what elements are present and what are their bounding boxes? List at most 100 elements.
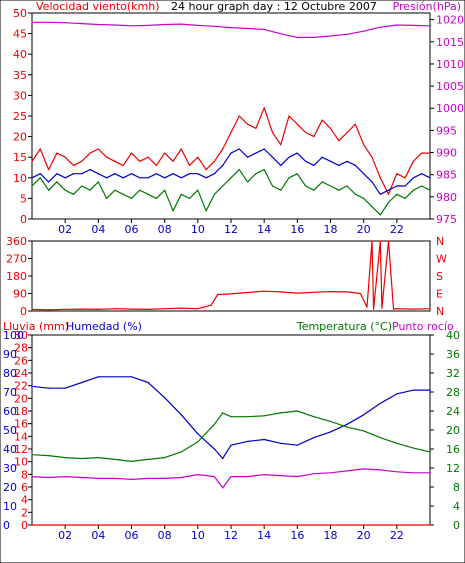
humidity-tick-label: 90 <box>3 348 17 361</box>
wind-direction-line-point <box>296 292 298 294</box>
wind_avg-line-point <box>396 185 398 187</box>
wind_avg-line-point <box>404 185 406 187</box>
humidity-line-point <box>81 381 83 384</box>
humidity-line-point <box>346 423 348 425</box>
gust-line-point <box>213 160 215 162</box>
wind-direction-line <box>31 240 431 311</box>
rain-axis-label: Lluvia (mm) <box>3 320 69 333</box>
humidity-line-point <box>222 457 224 460</box>
gust-line-point <box>363 144 365 146</box>
rain-tick-label: 4 <box>21 494 28 507</box>
gust-line-point <box>421 152 423 154</box>
pressure-tick-label: 995 <box>436 124 457 137</box>
temperature-line-point <box>164 457 166 459</box>
wind_avg-line-point <box>230 152 232 154</box>
pressure-tick-labels: 975 980 985 990 995 1000 1005 1010 1015 1020 <box>430 14 464 226</box>
dewpoint-line-point <box>222 487 224 489</box>
gust-line-point <box>222 148 224 150</box>
pressure-line-point <box>130 25 133 27</box>
wind_avg-line-point <box>172 173 174 175</box>
wind_low-line-point <box>213 193 215 195</box>
dewpoint-axis-label: Punto rocío <box>392 320 454 333</box>
temperature-tick-label: 0 <box>453 519 460 532</box>
wind_avg-line-point <box>379 193 381 195</box>
wind_avg-line-point <box>31 177 33 179</box>
wind_low-line-point <box>338 189 340 191</box>
gust-line-point <box>396 173 398 175</box>
wind_avg-line-point <box>213 173 215 175</box>
humidity-tick-labels: 0 10 20 30 40 50 60 70 80 90 100 <box>3 329 24 532</box>
wind-direction-line-point <box>210 304 212 306</box>
wind-direction-line-point <box>429 308 431 310</box>
dewpoint-line-point <box>197 474 199 476</box>
pressure-line-point <box>114 24 116 26</box>
gust-line-point <box>329 127 332 129</box>
rain-tick-label: 10 <box>14 456 28 469</box>
temperature-line-point <box>329 420 332 422</box>
dewpoint-line-point <box>114 477 116 479</box>
dewpoint-line-point <box>164 477 166 479</box>
pressure-line-point <box>230 27 232 29</box>
direction-tick-label: 90 <box>13 288 27 301</box>
wind_avg-line-point <box>296 152 298 154</box>
wind-direction-line-point <box>373 308 375 310</box>
pressure-tick-label: 975 <box>436 213 457 226</box>
wind_low-line-point <box>280 189 282 191</box>
wind-speed-tick-label: 35 <box>13 69 27 82</box>
pressure-line-point <box>379 26 381 28</box>
pressure-line-point <box>412 24 414 26</box>
wind-direction-line-point <box>247 291 249 294</box>
direction-tick-label: 270 <box>6 253 27 266</box>
wind-direction-line-point <box>392 308 395 310</box>
wind_low-line-point <box>296 173 298 175</box>
rain-tick-label: 26 <box>14 354 28 367</box>
temperature-line-point <box>346 426 348 428</box>
wind_avg-line-point <box>180 177 182 179</box>
wind_avg-line-point <box>387 189 390 191</box>
wind_low-line-point <box>81 185 83 187</box>
gust-line-point <box>321 119 323 121</box>
gust-line-point <box>64 156 66 158</box>
humidity-tick-label: 30 <box>3 462 17 475</box>
rain-tick-label: 16 <box>14 418 28 431</box>
pressure-line-point <box>329 35 332 37</box>
top-x-tick-labels: 02 04 06 08 10 12 14 16 18 20 22 <box>58 219 404 236</box>
pressure-tick-label: 980 <box>436 191 457 204</box>
wind_low-line-point <box>354 193 356 195</box>
wind_low-line-point <box>429 189 431 191</box>
gust-line-point <box>56 152 58 154</box>
gust-line-point <box>48 169 50 171</box>
gust-line-point <box>188 164 191 166</box>
wind_low-line-point <box>31 185 33 187</box>
humidity-tick-label: 50 <box>3 424 17 437</box>
pressure-tick-label: 985 <box>436 169 457 182</box>
temperature-line-point <box>180 451 182 453</box>
humidity-line-point <box>31 385 33 387</box>
wind_avg-line-point <box>97 173 99 175</box>
wind-direction-line-point <box>346 291 348 293</box>
wind_avg-line-point <box>89 169 91 171</box>
gust-line-point <box>139 160 141 162</box>
temperature-line-point <box>130 460 133 462</box>
wind_low-line-point <box>197 189 199 191</box>
graph-title: 24 hour graph day : 12 Octubre 2007 <box>171 0 377 13</box>
direction-tick-label: 0 <box>20 305 27 318</box>
humidity-line-point <box>64 387 66 389</box>
gust-line-point <box>387 193 390 195</box>
dewpoint-line-point <box>379 469 381 471</box>
wind_avg-line-point <box>238 148 240 150</box>
dewpoint-line-point <box>48 476 50 479</box>
wind_avg-line-point <box>205 177 207 179</box>
rain-tick-label: 2 <box>21 506 28 519</box>
humidity-line-point <box>147 381 149 384</box>
gust-line-point <box>39 148 41 150</box>
temperature-tick-labels: 0 4 8 12 16 20 24 28 32 36 40 <box>430 329 460 532</box>
temperature-line-point <box>429 451 431 453</box>
wind_low-line-point <box>363 197 365 199</box>
temperature-tick-label: 24 <box>446 405 460 418</box>
humidity-line <box>31 376 430 460</box>
pressure-line-point <box>280 33 282 35</box>
wind_avg-line-point <box>371 181 373 183</box>
wind-speed-tick-label: 30 <box>13 89 27 102</box>
